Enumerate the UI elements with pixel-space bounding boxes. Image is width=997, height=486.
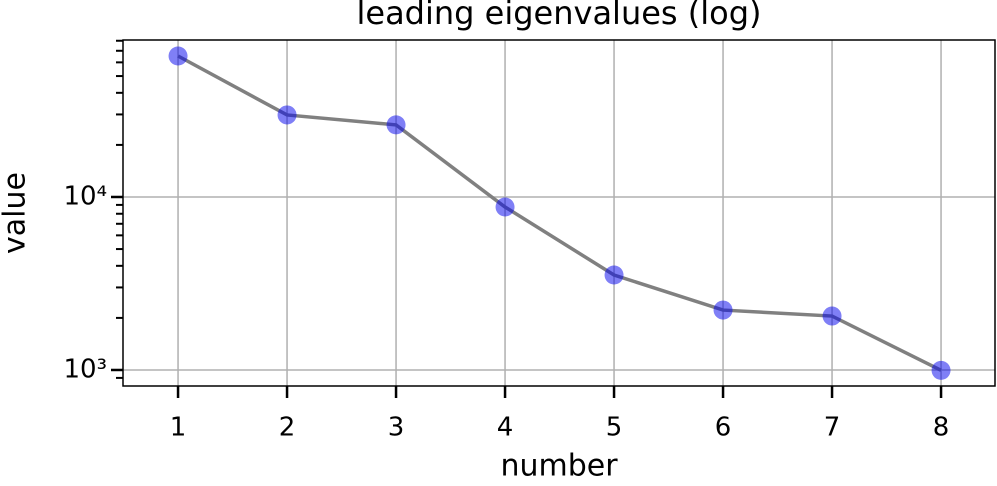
marker bbox=[713, 300, 733, 320]
marker bbox=[931, 360, 951, 380]
y-tick-label: 10³ bbox=[63, 354, 107, 384]
y-tick-label: 10⁴ bbox=[63, 181, 107, 211]
marker bbox=[386, 115, 406, 135]
plot-frame bbox=[122, 39, 996, 387]
x-tick-label: 1 bbox=[170, 413, 187, 443]
line bbox=[177, 54, 942, 372]
marker bbox=[822, 306, 842, 326]
marker bbox=[604, 265, 624, 285]
x-axis-label: number bbox=[500, 449, 618, 483]
marker bbox=[168, 46, 188, 66]
chart-title: leading eigenvalues (log) bbox=[356, 0, 761, 32]
x-tick-label: 2 bbox=[279, 413, 296, 443]
marker bbox=[495, 197, 515, 217]
x-tick-label: 8 bbox=[933, 413, 950, 443]
x-tick-label: 7 bbox=[824, 413, 841, 443]
y-axis-label: value bbox=[0, 172, 33, 254]
x-tick-label: 5 bbox=[606, 413, 623, 443]
x-tick-label: 4 bbox=[497, 413, 514, 443]
x-tick-label: 6 bbox=[715, 413, 732, 443]
x-tick-label: 3 bbox=[388, 413, 405, 443]
marker bbox=[277, 105, 297, 125]
